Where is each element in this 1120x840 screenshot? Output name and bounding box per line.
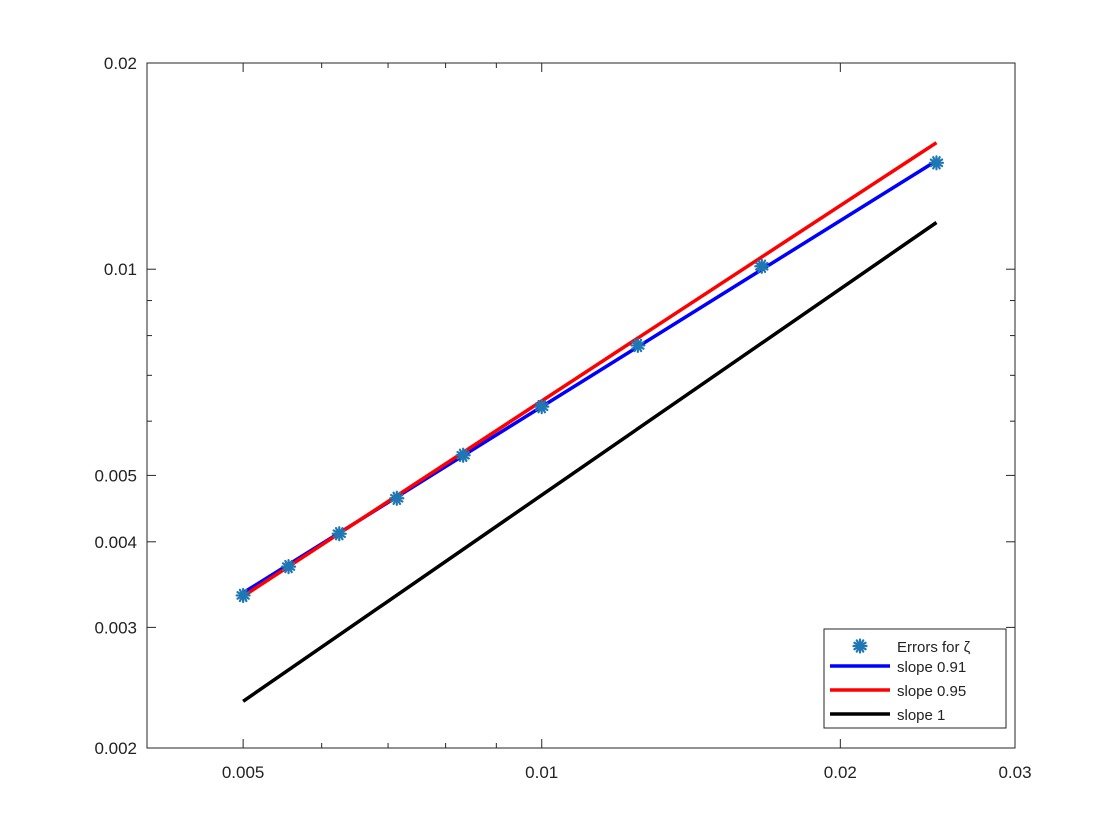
legend-label-slope-091: slope 0.91 [897, 659, 966, 676]
data-point [455, 447, 471, 463]
y-tick-label: 0.003 [94, 618, 137, 637]
marker-stroke [755, 261, 769, 271]
x-tick-label: 0.005 [222, 763, 265, 782]
data-point [754, 258, 770, 274]
legend-asterisk [852, 638, 868, 654]
y-tick-label: 0.005 [94, 466, 137, 485]
series-slope-095-line [242, 141, 938, 598]
data-point [235, 587, 251, 604]
marker-stroke [534, 402, 549, 412]
y-tick-label: 0.01 [104, 260, 137, 279]
y-tick-label: 0.002 [94, 739, 137, 758]
x-tick-label: 0.02 [824, 763, 857, 782]
data-point [534, 399, 550, 415]
x-tick-label: 0.03 [998, 763, 1031, 782]
marker-stroke [631, 341, 645, 350]
data-point [389, 490, 405, 506]
series-layer [235, 141, 945, 703]
marker-stroke [390, 493, 404, 503]
marker-stroke [456, 450, 470, 460]
data-point [280, 558, 297, 575]
legend: Errors for ζ slope 0.91 slope 0.95 slope… [823, 628, 1007, 729]
y-axis: 0.002 0.003 0.004 0.005 0.01 0.02 [94, 54, 1015, 758]
minor-ticks [146, 63, 1015, 748]
legend-entry-slope-091: slope 0.91 [830, 659, 966, 676]
x-axis: 0.005 0.01 0.02 0.03 [222, 63, 1032, 782]
legend-marker-asterisk [852, 638, 868, 654]
x-tick-label: 0.01 [525, 763, 558, 782]
legend-entry-slope-095: slope 0.95 [830, 683, 966, 700]
legend-label-errors: Errors for ζ [897, 639, 971, 656]
data-point [630, 337, 646, 354]
marker-stroke [853, 641, 867, 651]
y-tick-label: 0.004 [94, 533, 137, 552]
data-point [928, 155, 945, 171]
y-tick-label: 0.02 [104, 54, 137, 73]
legend-label-slope-095: slope 0.95 [897, 683, 966, 700]
marker-stroke [281, 562, 296, 571]
marker-stroke [332, 529, 346, 539]
series-errors-markers [235, 155, 945, 604]
marker-stroke [929, 158, 944, 168]
legend-entry-errors: Errors for ζ [852, 638, 971, 656]
data-point [331, 526, 347, 542]
legend-entry-slope-1: slope 1 [830, 707, 945, 724]
marker-stroke [236, 591, 250, 600]
legend-label-slope-1: slope 1 [897, 707, 945, 724]
series-slope-1-line [242, 221, 938, 703]
